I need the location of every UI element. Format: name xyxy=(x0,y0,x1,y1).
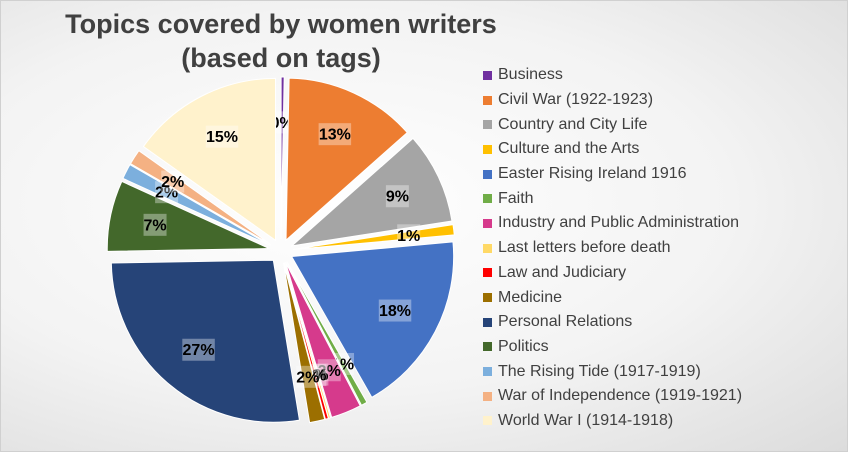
pie-slice-the-rising-tide-1917-1919 xyxy=(122,163,271,246)
legend-label: World War I (1914-1918) xyxy=(498,411,674,429)
pie-slice-war-of-independence-1919-1921 xyxy=(129,149,272,245)
pie-label-war-of-independence-1919-1921: 2% xyxy=(161,170,184,193)
pie-slice-world-war-i-1914-1918 xyxy=(142,77,276,242)
pie-label-personal-relations: 27% xyxy=(182,338,215,361)
legend-swatch xyxy=(483,243,492,253)
legend-label: Politics xyxy=(498,337,549,355)
legend-swatch xyxy=(483,293,492,303)
legend-item-law-and-judiciary: Law and Judiciary xyxy=(483,261,742,286)
legend-label: Business xyxy=(498,66,563,84)
legend-item-civil-war-1922-1923: Civil War (1922-1923) xyxy=(483,88,742,113)
legend-swatch xyxy=(483,70,492,80)
legend-swatch xyxy=(483,95,492,105)
legend-swatch xyxy=(483,120,492,130)
svg-text:13%: 13% xyxy=(319,127,351,144)
pie-slice-easter-rising-ireland-1916 xyxy=(290,241,455,399)
pie-slice-culture-and-the-arts xyxy=(292,224,455,251)
legend-label: Faith xyxy=(498,189,534,207)
pie-slice-politics xyxy=(106,180,270,252)
legend-item-war-of-independence-1919-1921: War of Independence (1919-1921) xyxy=(483,384,742,409)
legend-item-politics: Politics xyxy=(483,335,742,360)
legend-label: Personal Relations xyxy=(498,313,633,331)
legend-label: Last letters before death xyxy=(498,239,671,257)
chart-title-line-2: (based on tags) xyxy=(181,43,381,73)
legend-item-country-and-city-life: Country and City Life xyxy=(483,112,742,137)
pie-label-culture-and-the-arts: 1% xyxy=(397,224,420,247)
svg-text:15%: 15% xyxy=(206,129,238,146)
legend-swatch xyxy=(483,342,492,352)
svg-text:2%: 2% xyxy=(161,174,184,191)
legend-label: Medicine xyxy=(498,288,563,306)
pie-slice-medicine xyxy=(283,262,326,424)
svg-text:27%: 27% xyxy=(183,342,215,359)
svg-text:2%: 2% xyxy=(155,185,178,202)
svg-text:2%: 2% xyxy=(296,369,319,386)
pie-label-country-and-city-life: 9% xyxy=(386,185,409,208)
pie-label-medicine: 2% xyxy=(296,365,319,388)
pie-label-politics: 7% xyxy=(143,213,167,236)
pie-slice-personal-relations xyxy=(110,259,301,423)
legend-item-faith: Faith xyxy=(483,186,742,211)
legend-label: Culture and the Arts xyxy=(498,140,640,158)
pie-slice-law-and-judiciary xyxy=(283,262,329,420)
legend-swatch xyxy=(483,218,492,228)
legend-label: Law and Judiciary xyxy=(498,263,627,281)
chart-title: Topics covered by women writers (based o… xyxy=(21,7,541,75)
svg-text:18%: 18% xyxy=(379,303,411,320)
chart-title-line-1: Topics covered by women writers xyxy=(65,9,497,39)
pie-slice-country-and-city-life xyxy=(290,137,453,247)
legend-item-personal-relations: Personal Relations xyxy=(483,310,742,335)
legend-label: The Rising Tide (1917-1919) xyxy=(498,362,701,380)
legend-swatch xyxy=(483,194,492,204)
legend-swatch xyxy=(483,317,492,327)
pie-label-world-war-i-1914-1918: 15% xyxy=(205,125,239,148)
svg-text:7%: 7% xyxy=(143,217,166,234)
svg-text:9%: 9% xyxy=(386,189,409,206)
legend-swatch xyxy=(483,367,492,377)
pie-label-industry-and-public-administration: 3% xyxy=(318,359,341,382)
svg-text:3%: 3% xyxy=(318,363,341,380)
pie-slice-industry-and-public-administration xyxy=(285,261,361,419)
legend-swatch xyxy=(483,144,492,154)
legend-item-industry-and-public-administration: Industry and Public Administration xyxy=(483,211,742,236)
pie-label-civil-war-1922-1923: 13% xyxy=(318,123,352,146)
pie-label-easter-rising-ireland-1916: 18% xyxy=(378,299,412,322)
legend-swatch xyxy=(483,391,492,401)
legend-label: Country and City Life xyxy=(498,115,648,133)
legend-swatch xyxy=(483,169,492,179)
legend-item-last-letters-before-death: Last letters before death xyxy=(483,236,742,261)
legend-item-medicine: Medicine xyxy=(483,285,742,310)
legend-label: Easter Rising Ireland 1916 xyxy=(498,165,687,183)
legend-item-easter-rising-ireland-1916: Easter Rising Ireland 1916 xyxy=(483,162,742,187)
pie-slice-business xyxy=(280,76,285,240)
legend-item-world-war-i-1914-1918: World War I (1914-1918) xyxy=(483,409,742,434)
legend-item-the-rising-tide-1917-1919: The Rising Tide (1917-1919) xyxy=(483,359,742,384)
legend-label: Civil War (1922-1923) xyxy=(498,91,654,109)
legend-swatch xyxy=(483,416,492,426)
pie-slice-faith xyxy=(286,261,368,406)
chart-legend: Business Civil War (1922-1923) Country and… xyxy=(483,63,742,433)
svg-text:1%: 1% xyxy=(397,228,420,245)
legend-label: War of Independence (1919-1921) xyxy=(498,387,743,405)
legend-label: Industry and Public Administration xyxy=(498,214,740,232)
legend-item-culture-and-the-arts: Culture and the Arts xyxy=(483,137,742,162)
legend-swatch xyxy=(483,268,492,278)
pie-slice-civil-war-1922-1923 xyxy=(285,77,408,242)
legend-item-business: Business xyxy=(483,63,742,88)
